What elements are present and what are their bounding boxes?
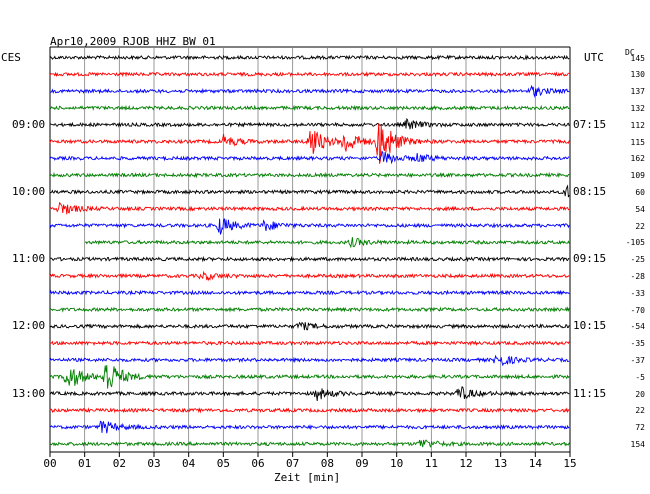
trace-row-15: [49, 306, 570, 313]
x-tick-label-09: 09: [355, 457, 369, 470]
dc-value: -25: [630, 255, 645, 265]
dc-value: -28: [630, 271, 645, 281]
trace-row-9: [49, 201, 570, 215]
dc-value: 109: [630, 171, 645, 181]
dc-value: 54: [635, 204, 645, 214]
dc-value: -70: [630, 305, 645, 315]
grid: [49, 46, 571, 457]
x-tick-label-05: 05: [216, 457, 230, 470]
trace-row-20: [49, 386, 570, 401]
trace-row-0: [49, 54, 570, 61]
dc-value: 72: [635, 423, 645, 433]
trace-row-5: [49, 123, 570, 164]
x-tick-label-11: 11: [424, 457, 438, 470]
dc-value: -5: [635, 372, 645, 382]
dc-value: -37: [630, 355, 645, 365]
x-tick-label-01: 01: [78, 457, 92, 470]
dc-value: -54: [630, 322, 645, 332]
right-timezone-label: UTC: [584, 51, 604, 64]
x-tick-label-03: 03: [147, 457, 161, 470]
x-tick-label-15: 15: [563, 457, 577, 470]
dc-value: -35: [630, 339, 645, 349]
left-time-label: 09:00: [12, 117, 46, 131]
dc-value: 145: [630, 53, 645, 63]
x-tick-label-14: 14: [528, 457, 542, 470]
dc-value: 60: [635, 187, 645, 197]
right-time-label: 11:15: [573, 386, 607, 400]
trace-row-1: [49, 71, 570, 78]
dc-value: 137: [630, 87, 645, 97]
x-tick-label-02: 02: [112, 457, 126, 470]
trace-row-16: [49, 321, 570, 331]
dc-value: -33: [630, 288, 645, 298]
x-tick-label-13: 13: [494, 457, 508, 470]
trace-row-18: [49, 354, 570, 367]
x-tick-label-10: 10: [390, 457, 404, 470]
dc-label: DC: [625, 48, 635, 57]
dc-value: 20: [635, 389, 645, 399]
left-timezone-label: CES: [1, 51, 21, 64]
dc-value: 112: [630, 120, 645, 130]
x-tick-label-12: 12: [459, 457, 473, 470]
dc-value: 154: [630, 439, 645, 449]
dc-value: 162: [630, 154, 645, 164]
x-tick-label-00: 00: [43, 457, 57, 470]
x-tick-label-06: 06: [251, 457, 265, 470]
left-time-label: 10:00: [12, 184, 46, 198]
trace-row-10: [49, 218, 570, 235]
dc-value: 115: [630, 137, 645, 147]
trace-row-21: [49, 407, 570, 414]
trace-row-23: [49, 439, 570, 448]
trace-row-12: [49, 255, 570, 263]
x-tick-label-08: 08: [320, 457, 334, 470]
dc-value: 130: [630, 70, 645, 80]
x-tick-label-07: 07: [286, 457, 300, 470]
trace-row-8: [49, 184, 570, 198]
trace-row-22: [49, 420, 570, 434]
dc-value: 22: [635, 221, 645, 231]
right-time-label: 07:15: [573, 117, 607, 131]
trace-row-14: [49, 289, 570, 296]
x-axis-label: Zeit [min]: [274, 471, 341, 484]
dc-value: -105: [625, 238, 645, 248]
right-time-label: 10:15: [573, 319, 607, 333]
left-time-label: 13:00: [12, 386, 46, 400]
left-time-label: 12:00: [12, 319, 46, 333]
left-time-label: 11:00: [12, 252, 46, 266]
trace-row-17: [49, 340, 570, 347]
traces: [49, 54, 570, 448]
trace-row-11: [84, 237, 570, 249]
trace-row-6: [49, 150, 570, 165]
trace-row-7: [49, 171, 570, 179]
x-tick-label-04: 04: [182, 457, 196, 470]
trace-row-13: [49, 270, 570, 282]
trace-row-3: [49, 104, 570, 112]
right-time-label: 08:15: [573, 184, 607, 198]
dc-value: 132: [630, 103, 645, 113]
dc-value: 22: [635, 406, 645, 416]
trace-row-4: [49, 117, 570, 130]
chart-title: Apr10,2009 RJOB HHZ BW 01: [50, 35, 216, 48]
trace-row-19: [49, 365, 570, 389]
trace-row-2: [49, 84, 570, 99]
right-time-label: 09:15: [573, 252, 607, 266]
